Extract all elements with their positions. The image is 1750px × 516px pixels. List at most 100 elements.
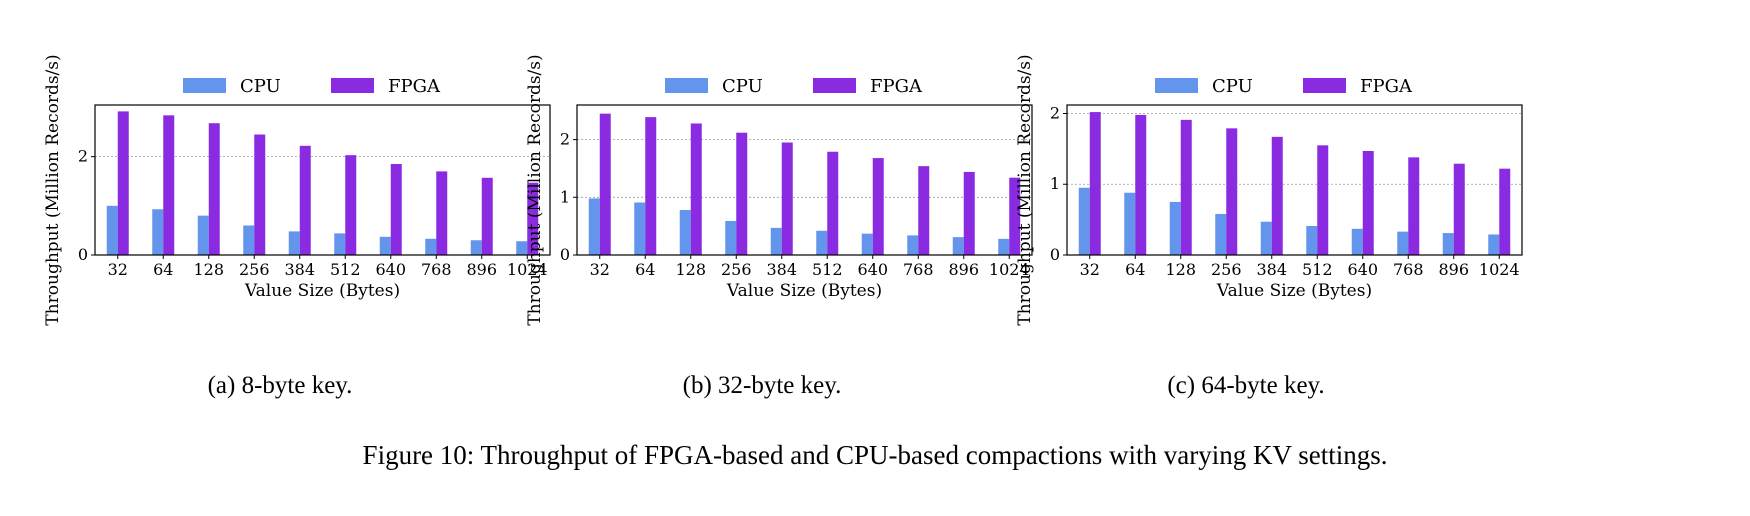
bar-cpu-896	[1442, 233, 1454, 255]
x-tick-label: 768	[421, 260, 452, 279]
bar-cpu-256	[725, 220, 737, 255]
bar-fpga-256	[254, 134, 266, 255]
bar-fpga-64	[645, 117, 657, 255]
x-tick-label: 128	[675, 260, 706, 279]
y-axis-label: Throughput (Million Records/s)	[43, 54, 63, 325]
x-tick-label: 64	[1125, 260, 1145, 279]
bar-fpga-896	[963, 171, 975, 255]
legend-swatch-cpu	[665, 78, 708, 93]
bar-cpu-128	[1169, 201, 1181, 255]
x-tick-label: 1024	[507, 260, 548, 279]
x-axis-label: Value Size (Bytes)	[244, 281, 400, 301]
bar-cpu-512	[334, 233, 346, 255]
x-tick-label: 256	[1211, 260, 1242, 279]
x-tick-label: 640	[857, 260, 888, 279]
x-tick-label: 32	[108, 260, 128, 279]
y-tick-label: 2	[1050, 103, 1060, 122]
y-tick-label: 0	[560, 245, 570, 264]
x-tick-label: 512	[1302, 260, 1333, 279]
legend-label-cpu: CPU	[722, 76, 763, 97]
x-tick-label: 128	[193, 260, 224, 279]
bar-fpga-768	[918, 166, 930, 255]
bar-cpu-32	[106, 205, 118, 255]
bar-fpga-512	[345, 155, 357, 255]
y-tick-label: 0	[1050, 245, 1060, 264]
bar-cpu-768	[907, 235, 919, 255]
x-tick-label: 512	[330, 260, 361, 279]
bar-fpga-640	[1362, 150, 1374, 255]
legend-swatch-fpga	[813, 78, 856, 93]
bar-fpga-256	[736, 132, 748, 255]
bar-cpu-1024	[998, 238, 1010, 255]
legend-swatch-fpga	[1303, 78, 1346, 93]
x-axis-label: Value Size (Bytes)	[1216, 281, 1372, 301]
subcaption-b-label: (b)	[682, 372, 712, 399]
bar-fpga-512	[1317, 145, 1329, 255]
bar-cpu-768	[1397, 231, 1409, 255]
legend-label-cpu: CPU	[240, 76, 281, 97]
bar-fpga-1024	[1499, 168, 1511, 255]
bar-fpga-64	[163, 115, 175, 255]
subcaption-b-text: 32-byte key.	[718, 372, 842, 399]
legend-label-fpga: FPGA	[870, 76, 923, 97]
y-tick-label: 1	[1050, 174, 1060, 193]
subcaption-a-label: (a)	[207, 372, 236, 399]
x-tick-label: 128	[1165, 260, 1196, 279]
x-tick-label: 32	[590, 260, 610, 279]
bar-cpu-896	[952, 237, 964, 255]
legend-label-fpga: FPGA	[388, 76, 441, 97]
x-tick-label: 896	[466, 260, 497, 279]
y-axis-label: Throughput (Million Records/s)	[1015, 54, 1035, 325]
x-tick-label: 640	[375, 260, 406, 279]
bar-cpu-32	[1078, 187, 1090, 255]
x-tick-label: 640	[1347, 260, 1378, 279]
bar-cpu-640	[1351, 228, 1363, 255]
subcaption-a-text: 8-byte key.	[241, 372, 353, 399]
bar-cpu-512	[1306, 225, 1318, 255]
legend-swatch-fpga	[331, 78, 374, 93]
x-tick-label: 512	[812, 260, 843, 279]
x-tick-label: 1024	[1479, 260, 1520, 279]
bar-fpga-640	[390, 164, 402, 255]
y-axis-label: Throughput (Million Records/s)	[525, 54, 545, 325]
bar-cpu-64	[152, 209, 164, 255]
bar-cpu-384	[288, 231, 300, 255]
legend-swatch-cpu	[1155, 78, 1198, 93]
subcaption-c: (c) 64-byte key.	[966, 372, 1526, 400]
bar-fpga-768	[436, 171, 448, 255]
y-tick-label: 0	[78, 245, 88, 264]
bar-fpga-128	[690, 123, 702, 255]
figure-caption: Figure 10: Throughput of FPGA-based and …	[362, 440, 1388, 470]
subcaption-a: (a) 8-byte key.	[0, 372, 560, 400]
y-tick-label: 2	[78, 147, 88, 166]
x-tick-label: 384	[284, 260, 315, 279]
legend-label-fpga: FPGA	[1360, 76, 1413, 97]
chart-64-byte-key: 32 64 128 256 384 512 640 768 896 1024 0 1 2 Value Si…	[1015, 54, 1523, 326]
bar-fpga-768	[1408, 157, 1420, 255]
legend-swatch-cpu	[183, 78, 226, 93]
bar-fpga-128	[1180, 119, 1192, 255]
plot-frame	[1066, 104, 1523, 256]
bar-fpga-256	[1226, 128, 1238, 255]
bar-cpu-32	[588, 198, 600, 255]
bar-cpu-384	[1260, 221, 1272, 255]
x-tick-label: 64	[153, 260, 173, 279]
x-tick-label: 384	[1256, 260, 1287, 279]
bar-fpga-384	[1271, 136, 1283, 255]
chart-8-byte-key: 32 64 128 256 384 512 640 768 896 1024 0 2 Value Siz…	[43, 54, 551, 326]
bar-cpu-896	[470, 240, 482, 255]
plot-frame	[94, 104, 551, 256]
x-tick-label: 896	[948, 260, 979, 279]
bar-fpga-384	[299, 145, 311, 255]
bar-fpga-1024	[527, 182, 539, 255]
x-tick-label: 896	[1438, 260, 1469, 279]
subcaption-c-text: 64-byte key.	[1201, 372, 1325, 399]
x-tick-label: 32	[1080, 260, 1100, 279]
x-tick-label: 384	[766, 260, 797, 279]
bar-fpga-32	[1089, 112, 1101, 255]
x-tick-label: 768	[903, 260, 934, 279]
bar-cpu-256	[1215, 213, 1227, 255]
plot-frame	[576, 104, 1033, 256]
bar-cpu-64	[634, 202, 646, 255]
